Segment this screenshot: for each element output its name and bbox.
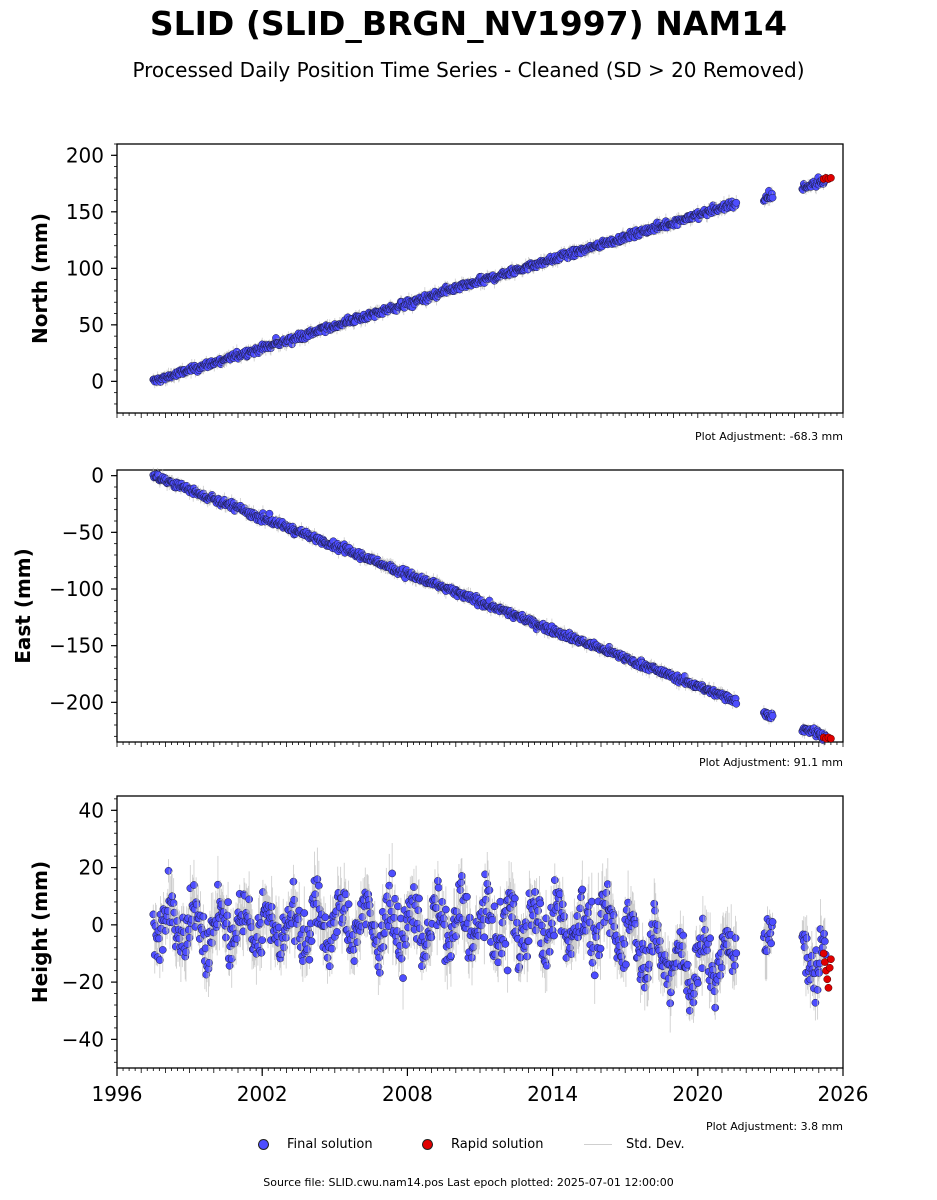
final-point [503, 966, 512, 975]
final-point [592, 933, 601, 941]
final-point [545, 947, 554, 956]
final-point [306, 930, 314, 938]
final-point [732, 699, 741, 708]
final-point [199, 912, 208, 921]
y-tick-label: 200 [66, 143, 104, 167]
final-point [305, 955, 314, 964]
rapid-point [827, 174, 835, 182]
chart-subtitle: Processed Daily Position Time Series - C… [132, 58, 805, 82]
final-point [560, 912, 569, 921]
final-point [375, 968, 384, 977]
final-point [595, 951, 603, 960]
final-point [223, 911, 232, 920]
final-point [328, 944, 336, 953]
final-point [578, 885, 587, 894]
final-point [313, 875, 322, 884]
final-point [350, 957, 359, 965]
final-point [314, 881, 323, 890]
final-point [497, 949, 506, 958]
final-point [289, 877, 298, 886]
final-point [501, 940, 510, 948]
final-point [732, 198, 741, 207]
final-point [485, 886, 494, 895]
final-point [224, 898, 232, 906]
final-point [442, 905, 450, 914]
final-point [468, 953, 476, 962]
final-point [267, 902, 276, 911]
final-point [596, 944, 605, 953]
final-point [768, 193, 777, 202]
final-point [496, 897, 505, 906]
y-tick-label: 100 [66, 256, 104, 280]
y-tick-label: 0 [91, 369, 104, 393]
chart-title: SLID (SLID_BRGN_NV1997) NAM14 [149, 4, 788, 43]
final-point [245, 895, 253, 904]
final-point [590, 971, 599, 980]
final-point [158, 946, 167, 954]
final-point [344, 900, 353, 909]
final-point [550, 876, 559, 884]
final-point [434, 883, 443, 892]
final-point [524, 937, 533, 945]
y-tick-label: −200 [49, 690, 104, 714]
final-series-1 [149, 467, 830, 747]
final-point [463, 892, 471, 901]
y-tick-label: 150 [66, 200, 104, 224]
final-series-0 [149, 173, 830, 389]
final-point [458, 872, 466, 880]
y-tick-label: 0 [91, 464, 104, 488]
final-point [531, 888, 540, 896]
final-point [168, 892, 177, 901]
y-tick-label: 50 [79, 313, 104, 337]
final-point [510, 894, 519, 903]
final-point [399, 974, 407, 982]
final-point [169, 899, 178, 907]
y-axis-label: North (mm) [28, 213, 52, 344]
y-tick-label: −50 [62, 520, 104, 544]
y-axis-label: East (mm) [11, 548, 35, 664]
final-point [548, 919, 556, 928]
final-point [333, 928, 341, 936]
plot-adjustment: Plot Adjustment: 91.1 mm [699, 756, 843, 769]
rapid-point [827, 734, 835, 743]
y-tick-label: −150 [49, 634, 104, 658]
final-point [307, 937, 316, 945]
final-point [341, 890, 350, 899]
final-point [427, 933, 436, 942]
final-point [768, 711, 777, 720]
final-point [558, 900, 567, 909]
final-series-2 [149, 843, 830, 1033]
final-point [164, 866, 173, 875]
final-point [257, 948, 266, 957]
final-point [587, 897, 596, 906]
final-point [465, 913, 474, 922]
final-point [480, 933, 489, 942]
final-point [536, 899, 545, 908]
final-point [155, 956, 164, 964]
final-point [222, 933, 230, 942]
y-tick-label: −100 [49, 577, 104, 601]
final-point [300, 909, 309, 917]
final-point [415, 894, 423, 903]
final-point [321, 913, 330, 922]
final-point [550, 931, 558, 940]
final-point [265, 509, 274, 518]
final-point [513, 918, 521, 927]
final-point [434, 877, 442, 885]
final-point [388, 869, 397, 878]
final-point [222, 919, 231, 928]
final-point [584, 908, 593, 917]
final-point [258, 936, 267, 944]
final-point [379, 943, 388, 951]
plot-adjustment: Plot Adjustment: -68.3 mm [695, 430, 843, 443]
final-point [438, 898, 447, 906]
final-point [447, 952, 455, 961]
final-point [523, 952, 532, 961]
